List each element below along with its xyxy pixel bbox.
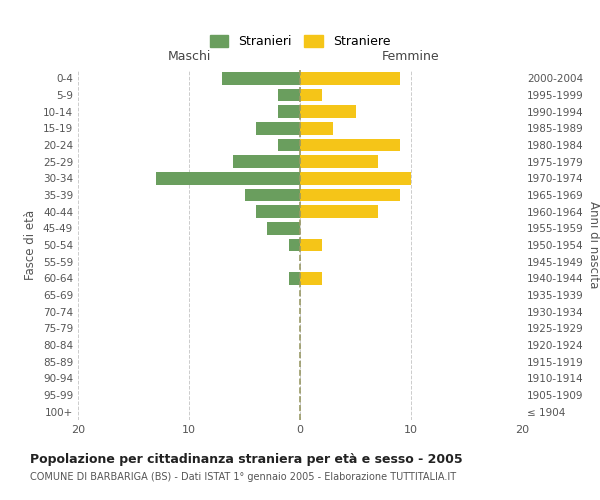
Bar — [300, 72, 400, 85]
Bar — [300, 122, 334, 134]
Bar — [278, 89, 300, 101]
Bar — [278, 138, 300, 151]
Bar — [245, 188, 300, 201]
Bar — [256, 122, 300, 134]
Bar — [266, 222, 300, 234]
Y-axis label: Fasce di età: Fasce di età — [25, 210, 37, 280]
Bar — [233, 156, 300, 168]
Text: Maschi: Maschi — [167, 50, 211, 63]
Bar — [222, 72, 300, 85]
Bar — [300, 172, 411, 184]
Legend: Stranieri, Straniere: Stranieri, Straniere — [206, 31, 394, 52]
Bar — [300, 138, 400, 151]
Text: Popolazione per cittadinanza straniera per età e sesso - 2005: Popolazione per cittadinanza straniera p… — [30, 452, 463, 466]
Bar — [300, 188, 400, 201]
Bar — [289, 239, 300, 251]
Bar — [278, 106, 300, 118]
Bar — [300, 239, 322, 251]
Bar — [256, 206, 300, 218]
Text: COMUNE DI BARBARIGA (BS) - Dati ISTAT 1° gennaio 2005 - Elaborazione TUTTITALIA.: COMUNE DI BARBARIGA (BS) - Dati ISTAT 1°… — [30, 472, 456, 482]
Bar — [300, 106, 355, 118]
Bar — [300, 272, 322, 284]
Bar — [156, 172, 300, 184]
Bar — [289, 272, 300, 284]
Text: Femmine: Femmine — [382, 50, 440, 63]
Y-axis label: Anni di nascita: Anni di nascita — [587, 202, 600, 288]
Bar — [300, 89, 322, 101]
Bar — [300, 206, 378, 218]
Bar — [300, 156, 378, 168]
